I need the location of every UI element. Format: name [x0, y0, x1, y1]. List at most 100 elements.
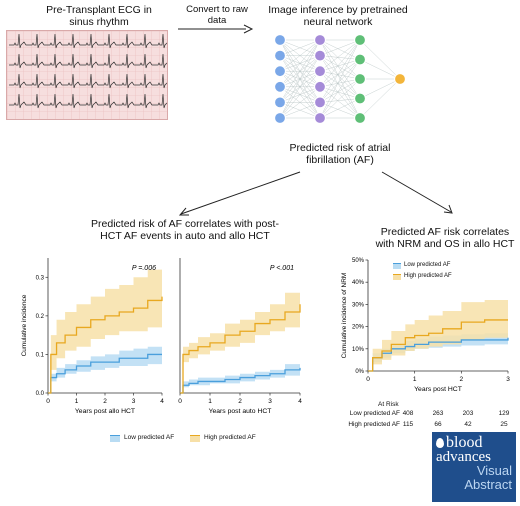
y-tick-label: 30%: [352, 302, 365, 308]
confidence-band: [48, 344, 162, 393]
nn-edge: [319, 39, 361, 60]
km-chart-allo: 0 1 2 3 4 0.0 0.1 0.2 0.3 Years post allo HCT Cumu…: [21, 258, 164, 415]
ecg-image: [6, 30, 171, 120]
nn-node: [273, 33, 287, 47]
nn-node: [353, 53, 367, 66]
nn-edge: [279, 39, 321, 119]
nn-edge: [359, 59, 401, 80]
nn-edge: [319, 39, 361, 56]
ecg-trace: [7, 31, 171, 119]
p-value-annotation: P <.001: [270, 265, 294, 272]
legend-low-label-r: Low predicted AF: [404, 262, 451, 268]
at-risk-value: 115: [402, 421, 414, 428]
nn-edge: [319, 55, 361, 60]
x-tick-label: 1: [208, 398, 212, 405]
left-panel-title: Predicted risk of AF correlates with pos…: [91, 218, 279, 242]
logo-line4: Abstract: [464, 477, 512, 492]
at-risk-value: 408: [402, 410, 414, 417]
nn-edge: [319, 78, 361, 103]
nn-edge: [359, 78, 401, 99]
nn-node: [313, 49, 327, 62]
nn-edge: [319, 78, 361, 119]
at-risk-table: Low predicted AF 408 263 203 129 High predict…: [334, 410, 520, 432]
y-tick-label: 0.1: [36, 352, 45, 358]
ecg-title: Pre-Transplant ECG in sinus rhythm: [46, 4, 152, 28]
nn-edge: [319, 59, 361, 87]
x-tick-label: 2: [238, 398, 242, 405]
ecg-lead-trace: [9, 73, 171, 89]
nn-title: Image inference by pretrained neural net…: [268, 4, 408, 28]
nn-edge: [279, 55, 321, 119]
nn-edge: [319, 55, 361, 80]
nn-edge: [279, 102, 321, 119]
confidence-band: [368, 331, 508, 371]
y-tick-label: 0.0: [36, 391, 45, 397]
predicted-risk-label: Predicted risk of atrial fibrillation (A…: [289, 142, 391, 166]
nn-node: [353, 92, 367, 105]
x-tick-label: 3: [268, 398, 272, 405]
x-tick-label: 3: [132, 398, 136, 405]
confidence-band: [180, 285, 300, 393]
nn-node: [273, 80, 287, 93]
at-risk-row-label: High predicted AF: [348, 421, 400, 428]
nn-edge: [319, 39, 361, 119]
x-tick-label: 1: [413, 376, 417, 383]
convert-arrow: [178, 24, 254, 34]
at-risk-value: 25: [500, 421, 508, 428]
nn-edge: [319, 98, 361, 103]
ecg-lead-trace: [9, 33, 171, 49]
legend-high-label: High predicted AF: [204, 434, 256, 441]
nn-edge: [319, 86, 361, 99]
nn-edge: [319, 71, 361, 80]
nn-edge: [279, 71, 321, 119]
x-tick-label: 1: [75, 398, 79, 405]
nn-node: [273, 96, 287, 109]
y-tick-label: 10%: [352, 347, 365, 353]
y-tick-label: 0.2: [36, 314, 45, 320]
nn-node: [313, 96, 327, 109]
legend-high-swatch-r: [393, 274, 401, 280]
nn-node: [353, 33, 367, 47]
nn-node: [353, 72, 367, 86]
at-risk-value: 263: [432, 410, 444, 417]
at-risk-value: 203: [462, 410, 474, 417]
logo-line3: Visual: [476, 463, 512, 478]
nn-edge: [319, 59, 361, 103]
x-tick-label: 4: [298, 398, 302, 405]
right-legend: Low predicted AF High predicted AF: [393, 262, 473, 286]
y-tick-label: 0%: [355, 369, 364, 375]
nn-edge: [319, 59, 361, 72]
x-tick-label: 3: [506, 376, 510, 383]
series-line: [48, 296, 163, 394]
nn-edge: [319, 71, 361, 99]
series-line: [368, 319, 508, 372]
legend-low-swatch: [110, 435, 120, 442]
right-panel-title: Predicted AF risk correlates with NRM an…: [375, 226, 515, 250]
legend-high-swatch: [190, 435, 200, 442]
nn-node: [313, 65, 327, 78]
x-axis-label: Years post allo HCT: [75, 408, 135, 415]
x-tick-label: 2: [460, 376, 464, 383]
x-tick-label: 2: [103, 398, 107, 405]
legend-high-label-r: High predicted AF: [404, 273, 452, 279]
nn-edge: [279, 86, 321, 119]
nn-edge: [319, 78, 361, 87]
p-value-annotation: P =.006: [132, 265, 156, 272]
y-axis-label: Cumulative incidence of NRM: [341, 273, 348, 359]
ecg-lead-trace: [9, 93, 171, 109]
x-tick-label: 0: [178, 398, 182, 405]
nn-node: [273, 65, 287, 78]
x-tick-label: 0: [366, 376, 370, 383]
nn-edge: [319, 39, 361, 103]
nn-edge: [319, 98, 361, 119]
convert-label: Convert to raw data: [186, 4, 248, 26]
series-line: [180, 304, 301, 394]
x-tick-label: 4: [160, 398, 164, 405]
y-tick-label: 0.3: [36, 275, 45, 281]
nn-edge: [359, 39, 401, 80]
legend-low-label: Low predicted AF: [124, 434, 175, 441]
confidence-band: [48, 265, 162, 393]
confidence-band: [368, 297, 508, 371]
nn-edge: [319, 55, 361, 99]
nn-edge: [319, 39, 361, 72]
